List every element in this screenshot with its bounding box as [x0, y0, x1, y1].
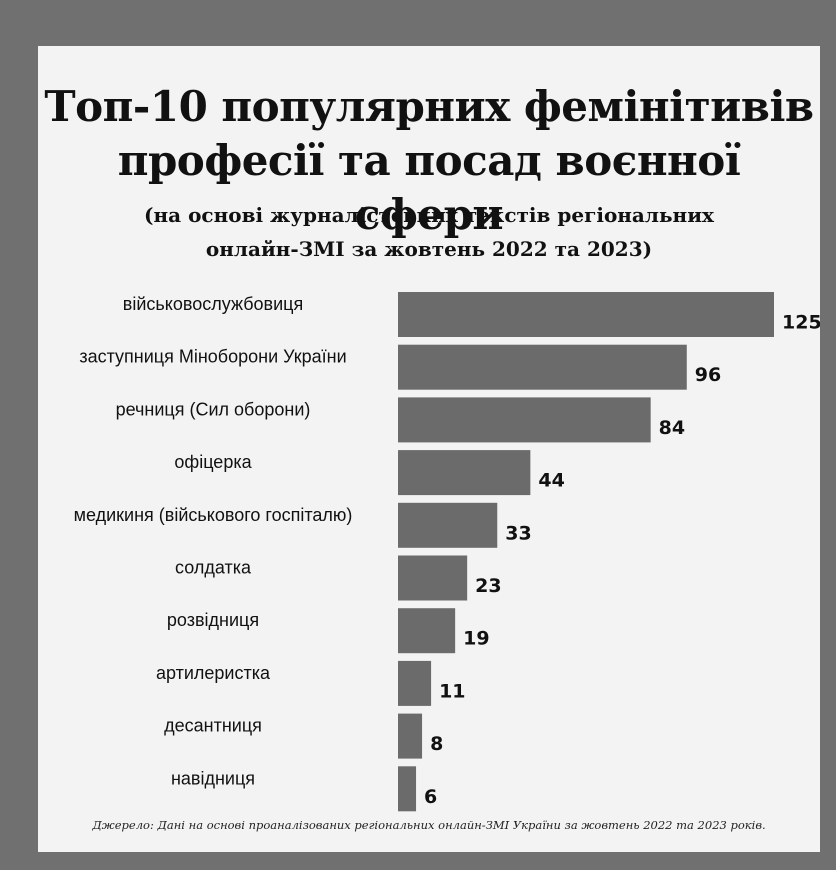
- bar: [398, 660, 432, 706]
- category-label: речниця (Сил оборони): [116, 399, 311, 419]
- value-label: 96: [695, 364, 721, 386]
- value-label: 11: [439, 680, 465, 702]
- subtitle-line-2: онлайн-ЗМІ за жовтень 2022 та 2023): [205, 237, 653, 261]
- bar: [398, 608, 456, 654]
- bar-chart: військовослужбовиця 125 заступниця Мінобор…: [74, 292, 820, 812]
- category-label: десантниця: [164, 716, 262, 736]
- chart-card: Топ-10 популярних фемінітивів професії т…: [38, 46, 820, 852]
- category-label: солдатка: [175, 558, 252, 578]
- title-line-1: Топ-10 популярних фемінітивів: [44, 82, 814, 131]
- bar: [398, 502, 498, 548]
- value-label: 6: [424, 786, 437, 808]
- source-note: Джерело: Дані на основі проаналізованих …: [92, 818, 766, 832]
- category-label: медикиня (військового госпіталю): [74, 505, 353, 525]
- value-label: 23: [475, 575, 501, 597]
- bar: [398, 397, 651, 443]
- subtitle-line-1: (на основі журналістських текстів регіон…: [144, 203, 714, 227]
- category-label: розвідниця: [167, 610, 259, 630]
- bar: [398, 555, 468, 601]
- value-label: 125: [782, 312, 820, 334]
- value-label: 33: [505, 522, 531, 544]
- bar: [398, 766, 417, 812]
- value-label: 8: [430, 733, 443, 755]
- category-label: офіцерка: [174, 452, 252, 472]
- title-line-2: професії та посад воєнної сфери: [117, 136, 741, 239]
- bar: [398, 450, 531, 496]
- value-label: 19: [463, 628, 489, 650]
- bar: [398, 292, 774, 337]
- chart-title: Топ-10 популярних фемінітивів професії т…: [38, 80, 820, 242]
- category-label: артилеристка: [156, 663, 271, 683]
- category-label: навідниця: [171, 768, 255, 788]
- chart-subtitle: (на основі журналістських текстів регіон…: [38, 198, 820, 266]
- value-label: 84: [659, 417, 685, 439]
- bar: [398, 713, 423, 759]
- value-label: 44: [538, 470, 564, 492]
- bar: [398, 344, 687, 390]
- category-label: заступниця Міноборони України: [79, 347, 346, 367]
- category-label: військовослужбовиця: [123, 294, 303, 314]
